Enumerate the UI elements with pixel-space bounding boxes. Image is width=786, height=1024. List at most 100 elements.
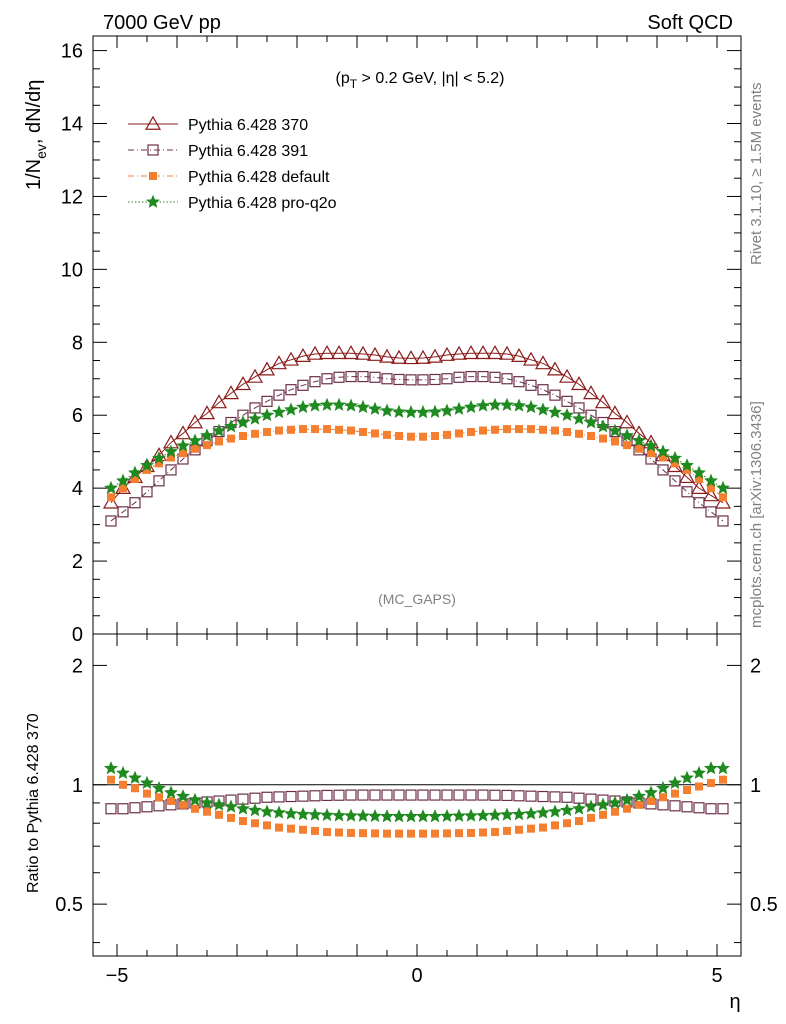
marker-square-filled (431, 829, 439, 838)
marker-star (224, 799, 238, 813)
marker-square-open (693, 497, 705, 509)
marker-star (116, 765, 130, 780)
marker-square-open (705, 803, 717, 815)
marker-square-open (153, 475, 165, 487)
marker-square-filled (719, 775, 727, 784)
marker-square-open (525, 790, 537, 802)
marker-square-open (345, 370, 357, 383)
marker-square-filled (251, 429, 259, 438)
marker-square-open (261, 395, 273, 407)
cut-annotation: (pT > 0.2 GeV, |η| < 5.2) (336, 70, 505, 91)
y-tick-label: 10 (61, 259, 83, 281)
marker-triangle (378, 348, 396, 363)
marker-star (212, 797, 226, 811)
marker-square-open (321, 373, 333, 385)
marker-star (260, 804, 274, 818)
marker-star (704, 761, 718, 775)
marker-star (608, 795, 622, 809)
marker-star (176, 789, 190, 803)
ratio-series-0 (105, 789, 729, 815)
marker-square-open (537, 384, 549, 396)
marker-star (404, 809, 418, 823)
marker-square-open (477, 789, 489, 801)
marker-square-filled (119, 484, 127, 493)
marker-square-filled (635, 800, 643, 809)
marker-square-open (129, 802, 141, 814)
marker-star (356, 808, 370, 822)
marker-star (284, 402, 298, 416)
marker-square-filled (323, 425, 331, 434)
y-tick-label: 8 (72, 332, 83, 354)
marker-square-open (147, 144, 159, 156)
marker-square-filled (647, 449, 655, 458)
marker-square-open (381, 789, 393, 801)
marker-star (656, 780, 670, 795)
marker-star (236, 415, 250, 429)
marker-star (320, 397, 334, 411)
marker-triangle (270, 355, 288, 370)
marker-star (560, 803, 574, 817)
series-1 (105, 370, 729, 527)
marker-square-filled (119, 780, 127, 789)
marker-triangle (474, 345, 492, 360)
marker-square-open (309, 376, 321, 388)
marker-square-open (141, 486, 153, 498)
marker-star (620, 792, 634, 806)
marker-square-open (429, 373, 441, 386)
marker-star (524, 806, 538, 820)
marker-square-filled (659, 453, 667, 462)
marker-square-filled (431, 432, 439, 441)
marker-square-open (117, 506, 129, 518)
marker-triangle (570, 376, 588, 391)
marker-square-filled (275, 426, 283, 435)
y-tick-label-right: 2 (750, 655, 761, 677)
marker-square-filled (671, 459, 679, 468)
marker-square-filled (443, 430, 451, 439)
marker-triangle (594, 394, 612, 409)
y-tick-label-right: 1 (750, 775, 761, 797)
side-text-top: Rivet 3.1.10, ≥ 1.5M events (748, 83, 765, 266)
marker-square-open (333, 371, 345, 383)
legend-label: Pythia 6.428 default (188, 169, 330, 186)
marker-square-open (117, 803, 129, 815)
marker-star (224, 419, 238, 433)
lower-plot-frame: −5 0 5 0.5 0.5 1 1 2 2 (55, 633, 778, 987)
marker-square-filled (131, 784, 139, 793)
marker-square-open (657, 464, 669, 476)
marker-star (368, 808, 382, 823)
marker-square-open (489, 371, 501, 383)
marker-triangle (486, 345, 504, 360)
marker-square-filled (599, 434, 607, 443)
marker-square-open (333, 789, 345, 801)
marker-square-open (165, 464, 177, 476)
marker-square-open (513, 790, 525, 802)
marker-star (572, 411, 586, 425)
marker-square-filled (635, 444, 643, 453)
marker-triangle (690, 479, 708, 494)
marker-square-filled (443, 829, 451, 838)
marker-square-filled (599, 810, 607, 819)
marker-star (704, 473, 718, 487)
marker-triangle (210, 394, 228, 409)
marker-square-open (285, 384, 297, 396)
marker-square-filled (359, 829, 367, 838)
marker-star (188, 433, 202, 447)
legend-label: Pythia 6.428 391 (188, 143, 308, 160)
marker-square-filled (527, 425, 535, 434)
marker-star (236, 801, 250, 815)
marker-square-open (717, 515, 729, 527)
marker-star (716, 480, 730, 495)
upper-ylabel: 1/Nev, dN/dη (23, 80, 49, 190)
marker-square-filled (503, 425, 511, 434)
marker-star (128, 770, 142, 784)
marker-star (608, 423, 622, 437)
legend: Pythia 6.428 370 Pythia 6.428 391 Pythia 6… (128, 115, 337, 212)
marker-square-filled (299, 425, 307, 434)
marker-star (104, 761, 118, 775)
marker-star (716, 761, 730, 775)
marker-square-filled (575, 817, 583, 826)
marker-star (248, 411, 262, 425)
marker-square-open (297, 790, 309, 802)
marker-star (260, 407, 274, 422)
marker-triangle (144, 115, 162, 130)
